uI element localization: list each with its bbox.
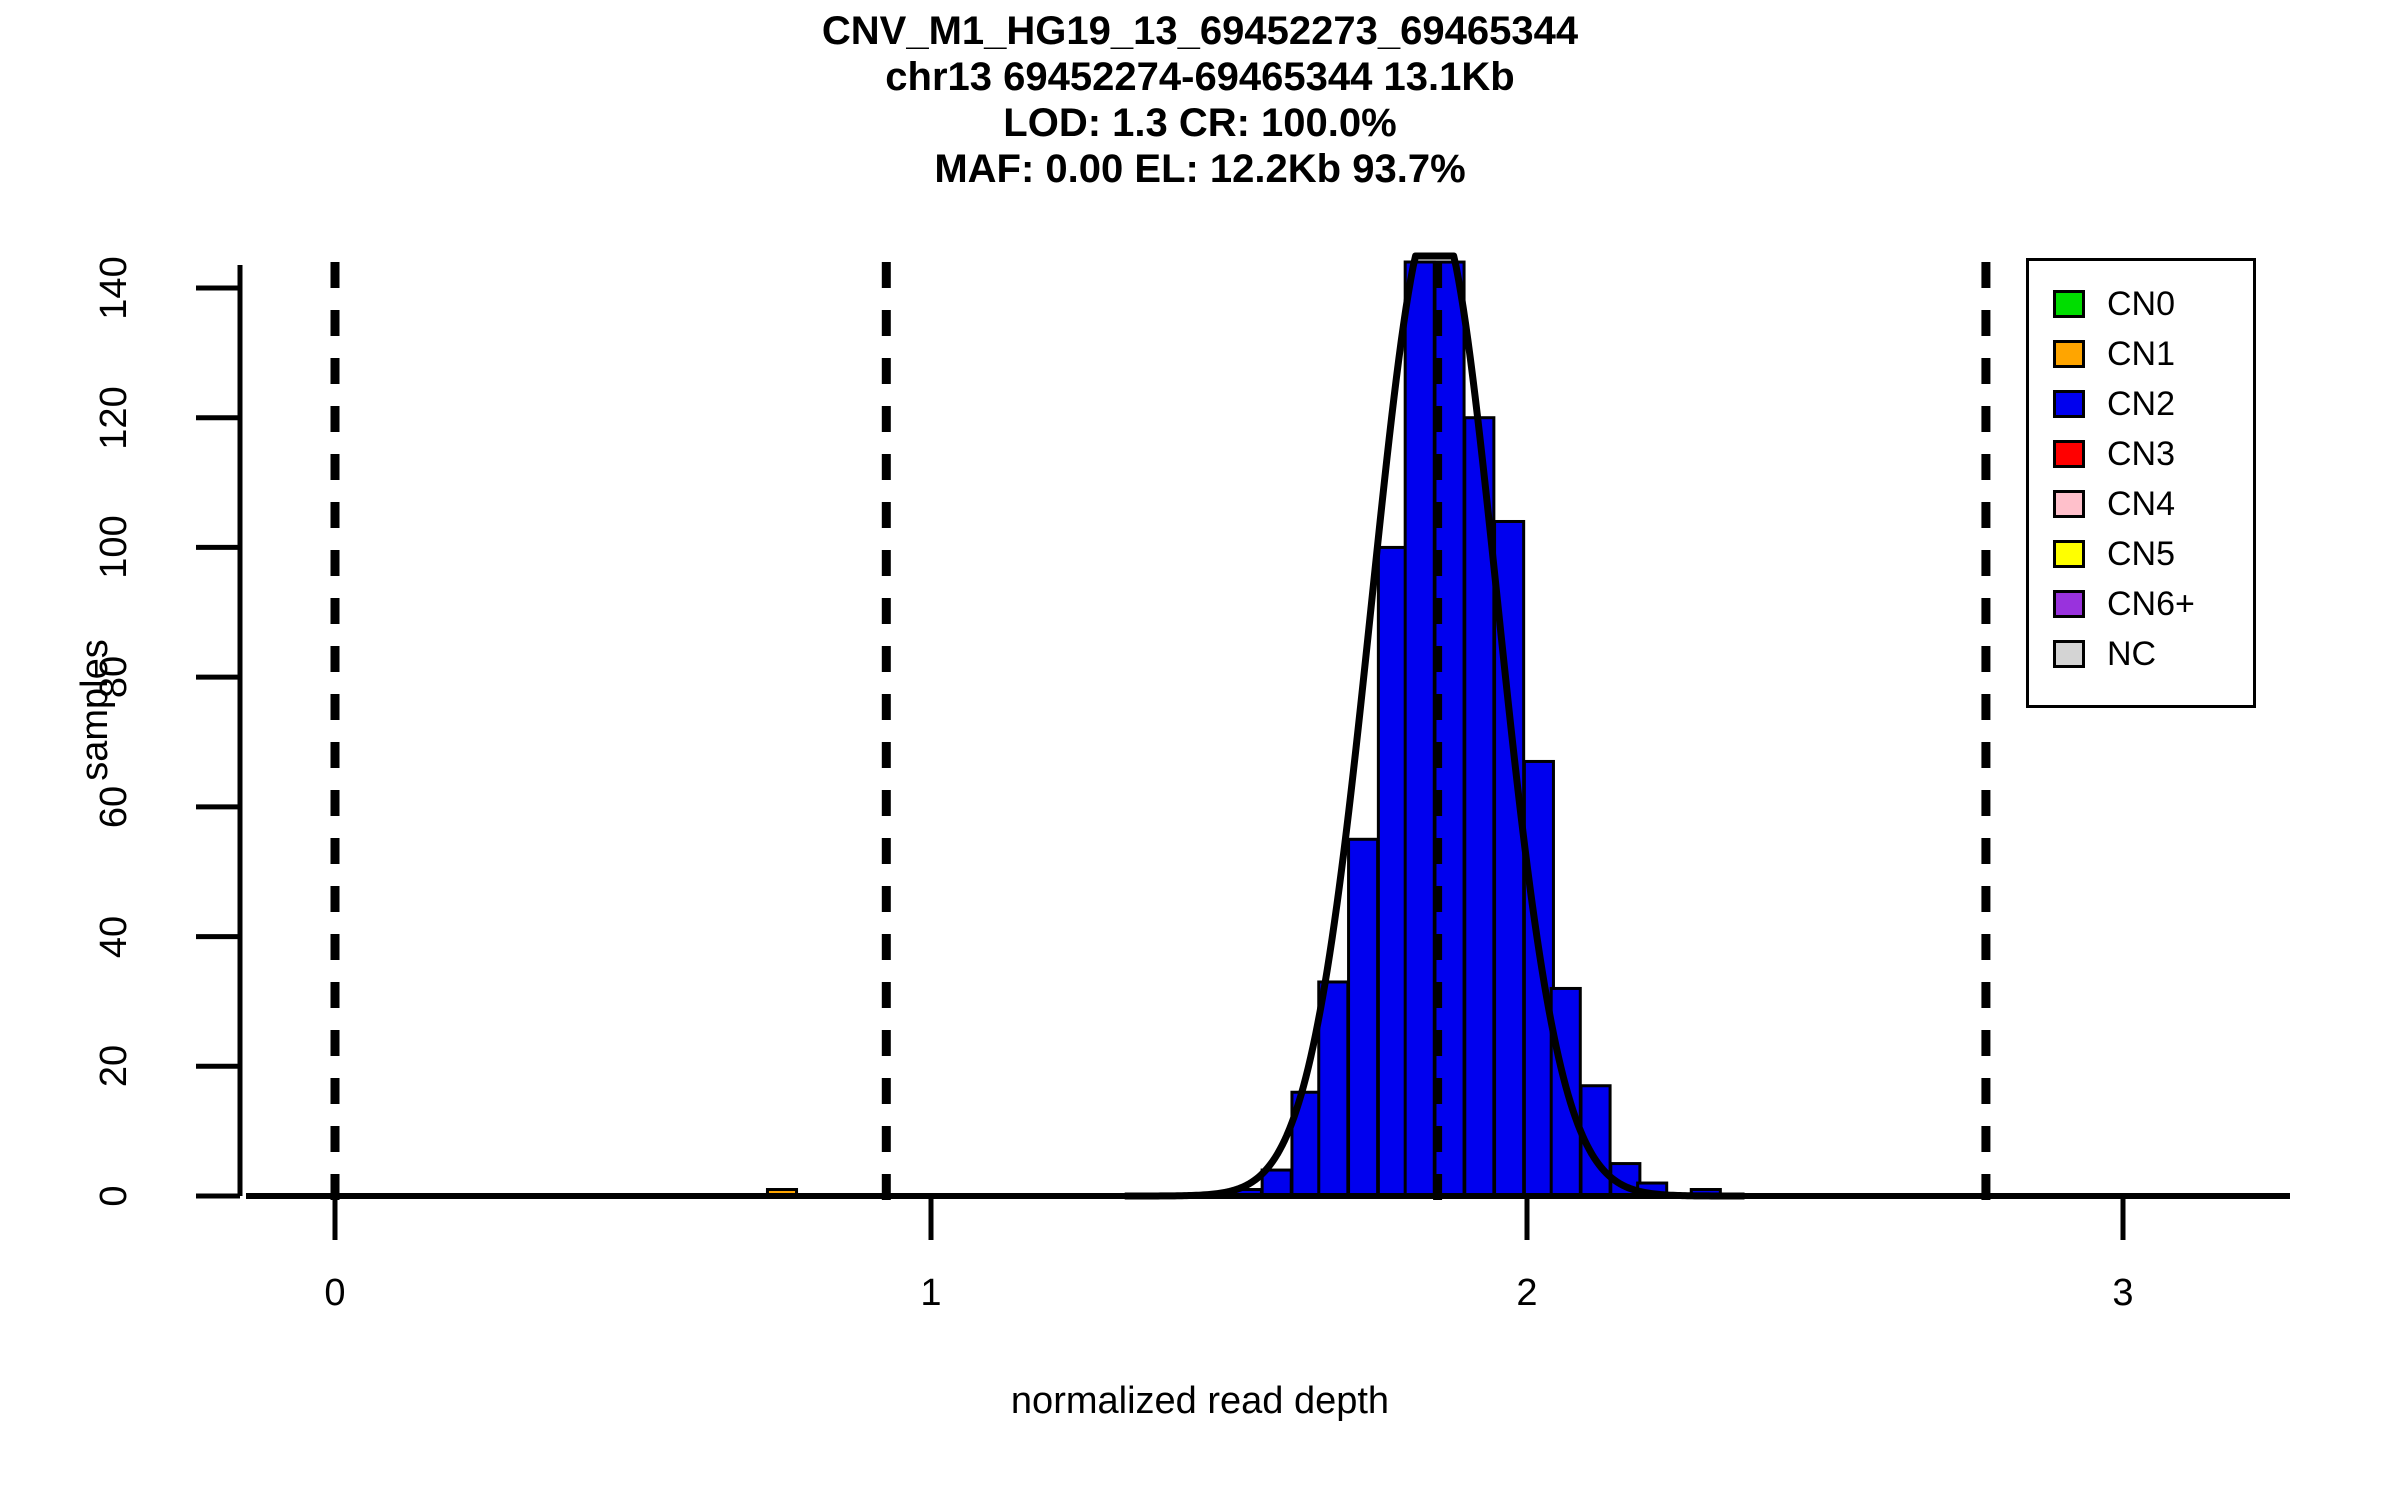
histogram-bar	[1376, 545, 1409, 1198]
legend-label: CN2	[2107, 384, 2176, 423]
density-curve	[1123, 252, 1746, 1200]
legend-item-cn1[interactable]: CN1	[2029, 329, 2253, 379]
legend-label: CN1	[2107, 334, 2176, 373]
y-axis-tick-label: 0	[93, 1185, 135, 1207]
x-axis-title: normalized read depth	[1010, 1380, 1390, 1422]
y-axis-ticks	[196, 285, 240, 1199]
legend-label: CN6+	[2107, 584, 2195, 623]
legend-label: CN4	[2107, 484, 2176, 523]
legend-item-cn0[interactable]: CN0	[2029, 279, 2253, 329]
title-line-2: chr13 69452274-69465344 13.1Kb	[885, 55, 1515, 99]
legend-swatch-icon	[2053, 490, 2085, 518]
legend-label: CN0	[2107, 284, 2176, 323]
title-line-4: MAF: 0.00 EL: 12.2Kb 93.7%	[934, 147, 1466, 191]
x-axis-tick-label: 3	[2112, 1272, 2134, 1314]
legend-item-cn6plus[interactable]: CN6+	[2029, 579, 2253, 629]
y-axis-tick-label: 20	[93, 1045, 135, 1088]
histogram-bar	[1522, 759, 1555, 1198]
legend-swatch-icon	[2053, 290, 2085, 318]
title-line-1: CNV_M1_HG19_13_69452273_69465344	[821, 9, 1579, 53]
chart-title: CNV_M1_HG19_13_69452273_69465344 chr13 6…	[0, 8, 2400, 192]
legend-label: CN3	[2107, 434, 2176, 473]
legend-item-cn2[interactable]: CN2	[2029, 379, 2253, 429]
x-axis-ticks	[332, 1196, 2126, 1240]
y-axis-title: samples	[74, 639, 116, 781]
legend-swatch-icon	[2053, 390, 2085, 418]
legend-item-cn5[interactable]: CN5	[2029, 529, 2253, 579]
x-axis-tick-label: 2	[1516, 1272, 1538, 1314]
histogram-bar	[1317, 980, 1350, 1198]
y-axis-tick-label: 120	[93, 386, 135, 450]
legend-swatch-icon	[2053, 640, 2085, 668]
legend-swatch-icon	[2053, 590, 2085, 618]
legend: CN0 CN1 CN2 CN3 CN4 CN5 CN6+ NC	[2026, 258, 2256, 708]
legend-swatch-icon	[2053, 340, 2085, 368]
x-axis-tick-label: 1	[920, 1272, 942, 1314]
legend-label: NC	[2107, 634, 2157, 673]
legend-swatch-icon	[2053, 540, 2085, 568]
legend-swatch-icon	[2053, 440, 2085, 468]
y-axis-tick-label: 100	[93, 515, 135, 580]
histogram-bar	[1403, 260, 1436, 1198]
legend-item-nc[interactable]: NC	[2029, 629, 2253, 679]
histogram-bar	[1347, 837, 1380, 1198]
legend-items: CN0 CN1 CN2 CN3 CN4 CN5 CN6+ NC	[2029, 279, 2253, 679]
y-axis-tick-label: 140	[93, 256, 135, 320]
expected-cn-dashed-lines	[330, 262, 1991, 1215]
y-axis-tick-label: 40	[93, 915, 135, 958]
legend-label: CN5	[2107, 534, 2176, 573]
histogram-bars	[765, 260, 1722, 1198]
x-axis-tick-label: 0	[324, 1272, 346, 1314]
legend-item-cn3[interactable]: CN3	[2029, 429, 2253, 479]
legend-item-cn4[interactable]: CN4	[2029, 479, 2253, 529]
title-line-3: LOD: 1.3 CR: 100.0%	[1003, 101, 1397, 145]
